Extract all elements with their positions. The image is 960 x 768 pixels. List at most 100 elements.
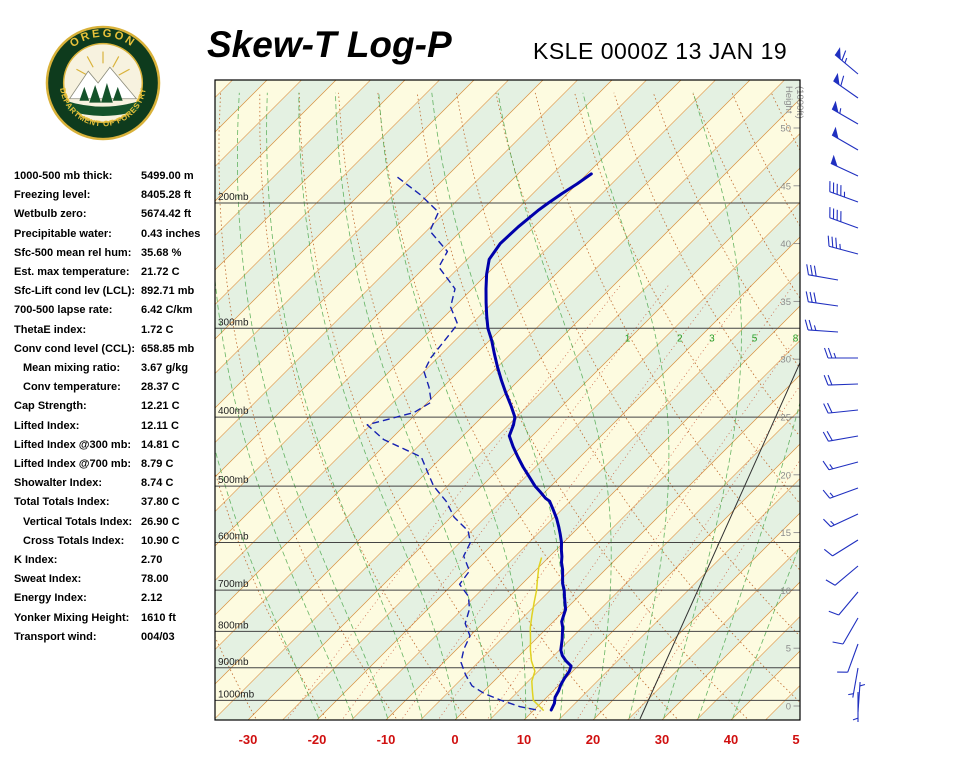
stat-value: 0.43 inches <box>141 227 201 240</box>
svg-text:5: 5 <box>792 732 799 747</box>
pressure-labels: 200mb 300mb 400mb 500mb 600mb 700mb 800mb 900mb… <box>218 192 255 700</box>
svg-text:50: 50 <box>780 124 791 135</box>
stat-row: Total Totals Index: 37.80 C <box>14 493 219 512</box>
svg-text:40: 40 <box>780 239 791 250</box>
stat-label: Total Totals Index: <box>14 496 110 509</box>
stat-label: Energy Index: <box>14 592 87 605</box>
svg-text:10: 10 <box>517 732 531 747</box>
svg-text:0: 0 <box>451 732 458 747</box>
stat-row: Sfc-500 mean rel hum: 35.68 % <box>14 244 219 263</box>
stat-row: Est. max temperature: 21.72 C <box>14 263 219 282</box>
svg-text:10: 10 <box>780 586 791 597</box>
stat-value: 14.81 C <box>141 438 180 451</box>
stat-label: Transport wind: <box>14 630 97 643</box>
stat-row: Mean mixing ratio: 3.67 g/kg <box>14 359 219 378</box>
stat-label: Cross Totals Index: <box>23 534 125 547</box>
stat-value: 1610 ft <box>141 611 176 624</box>
svg-text:2: 2 <box>677 333 683 344</box>
dewpoint-trace <box>366 176 541 712</box>
stat-label: Wetbulb zero: <box>14 208 87 221</box>
stat-label: ThetaE index: <box>14 323 87 336</box>
stat-label: Yonker Mixing Height: <box>14 611 130 624</box>
stat-row: Sfc-Lift cond lev (LCL): 892.71 mb <box>14 282 219 301</box>
stat-label: Est. max temperature: <box>14 266 130 279</box>
stat-row: Conv temperature: 28.37 C <box>14 378 219 397</box>
stat-row: Lifted Index @300 mb: 14.81 C <box>14 436 219 455</box>
stat-label: Sweat Index: <box>14 573 82 586</box>
svg-text:15: 15 <box>780 528 791 539</box>
stat-label: Sfc-Lift cond lev (LCL): <box>14 285 135 298</box>
svg-text:20: 20 <box>780 470 791 481</box>
svg-text:300mb: 300mb <box>218 317 249 328</box>
stats-panel: 1000-500 mb thick: 5499.00 m Freezing leve… <box>14 167 219 647</box>
logo-mountain <box>68 66 138 100</box>
stat-label: Lifted Index: <box>14 419 80 432</box>
svg-text:3: 3 <box>709 333 715 344</box>
stat-row: Sweat Index: 78.00 <box>14 570 219 589</box>
wind-barbs <box>804 47 866 722</box>
svg-text:45: 45 <box>780 181 791 192</box>
stat-label: 1000-500 mb thick: <box>14 170 113 182</box>
svg-text:30: 30 <box>655 732 669 747</box>
svg-text:1000mb: 1000mb <box>218 689 255 700</box>
stat-row: Wetbulb zero: 5674.42 ft <box>14 205 219 224</box>
stat-label: Cap Strength: <box>14 400 87 413</box>
stat-row: Lifted Index @700 mb: 8.79 C <box>14 455 219 474</box>
stat-row: Precipitable water: 0.43 inches <box>14 225 219 244</box>
stat-value: 658.85 mb <box>141 342 195 355</box>
stat-row: K Index: 2.70 <box>14 551 219 570</box>
stat-row: Lifted Index: 12.11 C <box>14 417 219 436</box>
stat-label: K Index: <box>14 554 58 567</box>
stat-value: 21.72 C <box>141 266 180 279</box>
svg-text:-20: -20 <box>308 732 327 747</box>
stat-value: 2.12 <box>141 592 163 605</box>
stat-label: Precipitable water: <box>14 227 112 240</box>
wetbulb-trace <box>529 557 545 712</box>
stat-label: Lifted Index @300 mb: <box>14 438 132 451</box>
stat-row: 700-500 lapse rate: 6.42 C/km <box>14 301 219 320</box>
stat-row: Freezing level: 8405.28 ft <box>14 186 219 205</box>
stat-value: 8405.28 ft <box>141 189 192 202</box>
svg-text:40: 40 <box>724 732 738 747</box>
stat-value: 2.70 <box>141 554 163 567</box>
svg-text:800mb: 800mb <box>218 620 249 631</box>
stat-value: 5499.00 m <box>141 170 194 182</box>
stat-value: 35.68 % <box>141 246 182 259</box>
logo-trees <box>65 83 141 116</box>
stat-row: Yonker Mixing Height: 1610 ft <box>14 609 219 628</box>
svg-text:8: 8 <box>793 333 799 344</box>
mixing-ratio-labels: 1 2 3 5 8 <box>625 333 799 344</box>
stat-label: Mean mixing ratio: <box>23 362 121 375</box>
stat-label: Sfc-500 mean rel hum: <box>14 246 132 259</box>
svg-text:35: 35 <box>780 297 791 308</box>
stat-value: 12.11 C <box>141 419 179 432</box>
aux-line <box>639 361 800 720</box>
svg-text:1: 1 <box>625 333 631 344</box>
stat-label: Showalter Index: <box>14 477 103 490</box>
height-axis-label: Height <box>783 86 794 114</box>
station-time-label: KSLE 0000Z 13 JAN 19 <box>533 38 788 64</box>
svg-text:5: 5 <box>752 333 758 344</box>
stat-label: Freezing level: <box>14 189 91 202</box>
stat-value: 12.21 C <box>141 400 180 413</box>
page-title: Skew-T Log-P <box>207 24 452 65</box>
isotherm-bands <box>215 80 800 720</box>
stat-row: Conv cond level (CCL): 658.85 mb <box>14 340 219 359</box>
svg-text:700mb: 700mb <box>218 579 249 590</box>
logo-sun-rays <box>76 51 130 76</box>
stat-value: 26.90 C <box>141 515 180 528</box>
stat-label: Vertical Totals Index: <box>23 515 133 528</box>
stat-value: 8.79 C <box>141 458 174 471</box>
stat-value: 004/03 <box>141 630 175 643</box>
svg-text:-10: -10 <box>377 732 396 747</box>
stat-row: Vertical Totals Index: 26.90 C <box>14 513 219 532</box>
stat-value: 8.74 C <box>141 477 174 490</box>
svg-text:-30: -30 <box>239 732 258 747</box>
stat-value: 892.71 mb <box>141 285 195 298</box>
chart-border <box>214 79 801 721</box>
stat-row: 1000-500 mb thick: 5499.00 m <box>14 167 219 186</box>
svg-text:20: 20 <box>586 732 600 747</box>
svg-text:25: 25 <box>780 413 791 424</box>
odf-logo: OREGON DEPARTMENT OF FORESTRY <box>45 25 161 141</box>
